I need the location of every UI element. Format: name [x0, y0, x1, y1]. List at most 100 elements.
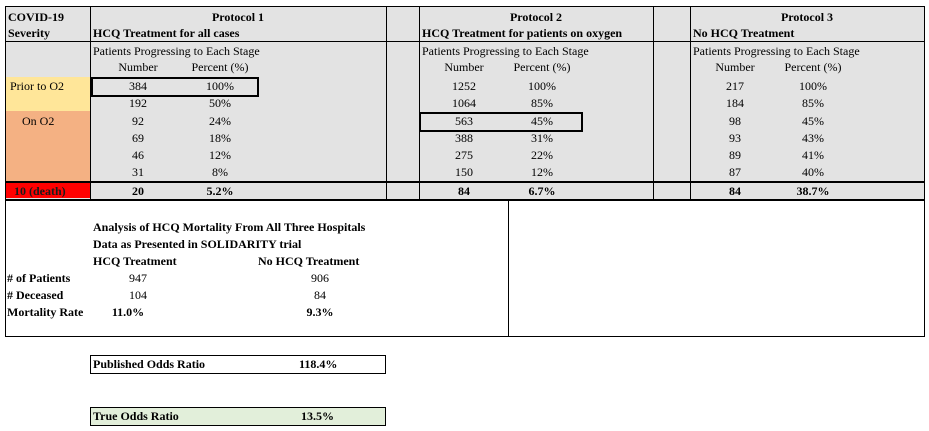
published-odds-value: 118.4%	[299, 357, 338, 371]
death-p3-percent: 38.7%	[796, 184, 830, 198]
col-divider-3a	[653, 6, 654, 201]
row-4-p1n: 46	[132, 148, 144, 162]
col-number-p2: Number	[444, 60, 484, 74]
row-2-p3n: 98	[729, 114, 741, 128]
protocol-3-subtitle: No HCQ Treatment	[693, 26, 795, 40]
row-1-p3p: 85%	[802, 96, 824, 110]
true-odds-box: True Odds Ratio 13.5%	[90, 407, 386, 426]
row-5-p1n: 31	[132, 165, 144, 179]
row-1-p3n: 184	[726, 96, 744, 110]
analysis-divider	[508, 201, 509, 337]
analysis-mortality-hcq: 11.0%	[111, 305, 145, 319]
row-2-p2p: 45%	[531, 114, 553, 128]
row-5-p1p: 8%	[212, 165, 228, 179]
row-5-p3p: 40%	[802, 165, 824, 179]
stage-label-death: 10 (death)	[14, 184, 66, 198]
analysis-col-no-hcq: No HCQ Treatment	[258, 254, 360, 268]
stage-label-prior: Prior to O2	[10, 79, 64, 93]
stage-death-block	[6, 182, 90, 198]
row-4-p1p: 12%	[209, 148, 231, 162]
row-0-p1p: 100%	[206, 79, 234, 93]
analysis-row-label-mortality: Mortality Rate	[7, 305, 84, 319]
row-5-p2p: 12%	[531, 165, 553, 179]
row-3-p1n: 69	[132, 131, 144, 145]
row-5-p2n: 150	[455, 165, 473, 179]
death-p3-number: 84	[729, 184, 741, 198]
row-2-p1n: 92	[132, 114, 144, 128]
col-divider-2b	[419, 6, 420, 201]
row-2-p3p: 45%	[802, 114, 824, 128]
stage-prior-block	[6, 77, 90, 111]
protocol-3-title: Protocol 3	[780, 10, 834, 24]
row-0-p3n: 217	[726, 79, 744, 93]
row-3-p2p: 31%	[531, 131, 553, 145]
death-row-top-border	[5, 181, 924, 183]
row-0-p3p: 100%	[799, 79, 827, 93]
row-4-p2p: 22%	[531, 148, 553, 162]
analysis-row-label-patients: # of Patients	[7, 271, 71, 285]
col-percent-p3: Percent (%)	[784, 60, 842, 74]
row-2-p2n: 563	[455, 114, 473, 128]
analysis-patients-no-hcq: 906	[311, 271, 329, 285]
analysis-title-2: Data as Presented in SOLIDARITY trial	[93, 237, 302, 251]
severity-label-line2: Severity	[8, 26, 50, 40]
analysis-patients-hcq: 947	[129, 271, 147, 285]
analysis-col-hcq: HCQ Treatment	[93, 254, 177, 268]
row-3-p3p: 43%	[802, 131, 824, 145]
row-1-p2n: 1064	[452, 96, 476, 110]
row-0-p2n: 1252	[452, 79, 476, 93]
col-percent-p1: Percent (%)	[191, 60, 249, 74]
col-number-p1: Number	[118, 60, 158, 74]
analysis-bottom-border	[5, 336, 925, 337]
death-p2-number: 84	[458, 184, 470, 198]
highlight-box-p2-row2	[419, 112, 583, 132]
col-divider-3b	[690, 6, 691, 201]
true-odds-label: True Odds Ratio	[93, 409, 179, 423]
row-4-p2n: 275	[455, 148, 473, 162]
death-row-bottom-border	[5, 199, 924, 201]
row-3-p1p: 18%	[209, 131, 231, 145]
analysis-deceased-no-hcq: 84	[314, 288, 326, 302]
row-5-p3n: 87	[729, 165, 741, 179]
row-0-p1n: 384	[129, 79, 147, 93]
col-divider-2a	[386, 6, 387, 201]
stage-label-on: On O2	[22, 114, 55, 128]
row-2-p1p: 24%	[209, 114, 231, 128]
header-divider	[5, 41, 924, 42]
progress-label-p3: Patients Progressing to Each Stage	[693, 44, 860, 58]
analysis-title-1: Analysis of HCQ Mortality From All Three…	[93, 220, 366, 234]
protocol-table-background	[5, 6, 924, 199]
death-p1-number: 20	[132, 184, 144, 198]
published-odds-label: Published Odds Ratio	[93, 357, 206, 371]
row-1-p1p: 50%	[209, 96, 231, 110]
death-p1-percent: 5.2%	[206, 184, 234, 198]
row-3-p3n: 93	[729, 131, 741, 145]
table-border-left	[5, 6, 6, 337]
col-number-p3: Number	[715, 60, 755, 74]
protocol-1-subtitle: HCQ Treatment for all cases	[93, 26, 240, 40]
protocol-2-subtitle: HCQ Treatment for patients on oxygen	[422, 26, 623, 40]
protocol-1-title: Protocol 1	[211, 10, 265, 24]
highlight-box-p1-row0	[91, 77, 259, 97]
death-p2-percent: 6.7%	[528, 184, 556, 198]
analysis-deceased-hcq: 104	[129, 288, 147, 302]
true-odds-value: 13.5%	[301, 409, 334, 423]
row-4-p3n: 89	[729, 148, 741, 162]
severity-label-line1: COVID-19	[8, 10, 64, 24]
analysis-mortality-no-hcq: 9.3%	[306, 305, 334, 319]
col-divider-1	[90, 6, 91, 201]
analysis-row-label-deceased: # Deceased	[7, 288, 64, 302]
protocol-2-title: Protocol 2	[509, 10, 563, 24]
table-border-right	[924, 6, 925, 337]
progress-label-p2: Patients Progressing to Each Stage	[422, 44, 589, 58]
row-1-p1n: 192	[129, 96, 147, 110]
table-border-top	[5, 6, 924, 7]
col-percent-p2: Percent (%)	[513, 60, 571, 74]
row-4-p3p: 41%	[802, 148, 824, 162]
progress-label-p1: Patients Progressing to Each Stage	[93, 44, 260, 58]
row-3-p2n: 388	[455, 131, 473, 145]
published-odds-box: Published Odds Ratio 118.4%	[90, 355, 386, 374]
row-1-p2p: 85%	[531, 96, 553, 110]
stage-on-block	[6, 111, 90, 181]
row-0-p2p: 100%	[528, 79, 556, 93]
